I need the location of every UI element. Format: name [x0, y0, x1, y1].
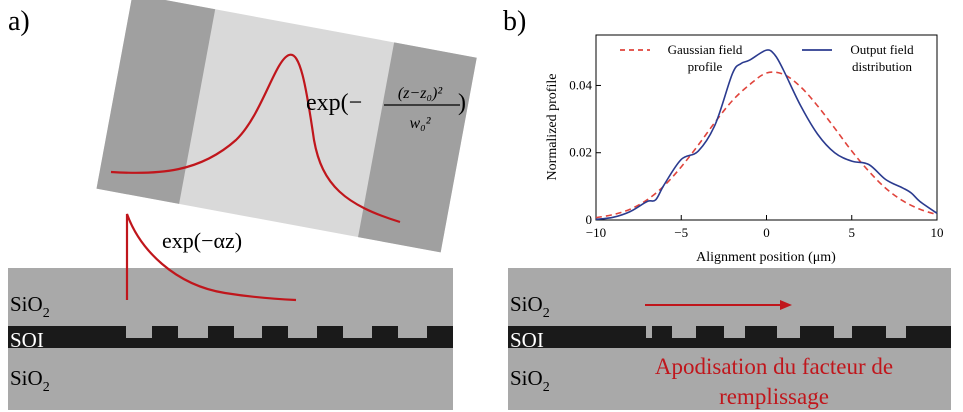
layer-core-a: SOI	[10, 328, 44, 352]
x-tick-label: 10	[931, 225, 944, 240]
layer-core-b: SOI	[510, 328, 544, 352]
grating-tooth	[152, 326, 178, 348]
grating-tooth	[652, 326, 672, 348]
gaussian-formula: exp(− (z−z₀)² w₀² )	[306, 85, 466, 132]
gaussian-formula-suffix: )	[458, 90, 466, 116]
gaussian-beam-box	[96, 0, 477, 253]
soi-grating-b	[508, 326, 951, 348]
layer-bottom-b: SiO2	[510, 366, 550, 395]
grating-tooth	[696, 326, 724, 348]
grating-tooth	[852, 326, 886, 348]
grating-tooth	[317, 326, 343, 348]
chart-frame	[595, 34, 938, 221]
y-tick-label: 0	[586, 212, 593, 227]
gaussian-formula-numerator: (z−z₀)²	[398, 85, 443, 102]
x-tick-label: −5	[674, 225, 688, 240]
x-tick-label: 0	[763, 225, 770, 240]
grating-tooth	[906, 326, 951, 348]
legend-label-gaussian-1: Gaussian field	[668, 42, 743, 57]
direction-arrowhead	[780, 300, 792, 310]
caption-line-2: remplissage	[719, 384, 829, 409]
profile-chart: −10 −5 0 5 10 0 0.02 0.04 Alignment position (μ…	[545, 34, 944, 265]
series-gaussian-field-profile	[595, 71, 938, 219]
series-output-field-distribution	[595, 49, 938, 221]
layer-top-a: SiO2	[10, 292, 50, 321]
decay-curve	[125, 213, 297, 302]
grating-tooth	[508, 326, 646, 348]
panel-b: b) −10 −5 0 5 10 0 0.02 0.04 Alignment position…	[503, 6, 951, 410]
x-axis-label: Alignment position (μm)	[696, 250, 836, 265]
panel-a: a) exp(− (z−z₀)² w₀² ) exp(−αz) SiO2 SOI…	[8, 0, 477, 410]
gaussian-formula-prefix: exp(−	[306, 90, 362, 116]
grating-tooth	[262, 326, 288, 348]
x-tick-label: 5	[849, 225, 856, 240]
grating-tooth	[800, 326, 834, 348]
layer-bottom-a: SiO2	[10, 366, 50, 395]
panel-b-label: b)	[503, 6, 526, 37]
decay-formula: exp(−αz)	[162, 228, 242, 253]
y-tick-label: 0.04	[569, 77, 592, 92]
beam-box-left-band	[96, 0, 216, 204]
soi-core-b	[508, 338, 951, 348]
grating-tooth	[427, 326, 453, 348]
grating-tooth	[8, 326, 126, 348]
legend-label-gaussian-2: profile	[688, 59, 723, 74]
grating-tooth	[372, 326, 398, 348]
legend-label-output-2: distribution	[852, 59, 912, 74]
grating-tooth	[208, 326, 234, 348]
y-axis-label: Normalized profile	[545, 74, 560, 181]
soi-grating-a	[8, 326, 453, 348]
grating-tooth	[745, 326, 777, 348]
y-tick-label: 0.02	[569, 145, 592, 160]
x-tick-label: −10	[586, 225, 606, 240]
panel-a-label: a)	[8, 6, 30, 37]
gaussian-formula-denominator: w₀²	[409, 115, 431, 132]
layer-top-b: SiO2	[510, 292, 550, 321]
beam-box-right-band	[358, 42, 477, 253]
chart-ticks: −10 −5 0 5 10 0 0.02 0.04	[569, 77, 943, 240]
chart-legend: Gaussian field profile Output field dist…	[620, 42, 914, 74]
chart-series	[595, 49, 938, 221]
gaussian-curve	[110, 53, 401, 224]
legend-label-output-1: Output field	[850, 42, 914, 57]
caption-line-1: Apodisation du facteur de	[655, 354, 893, 379]
